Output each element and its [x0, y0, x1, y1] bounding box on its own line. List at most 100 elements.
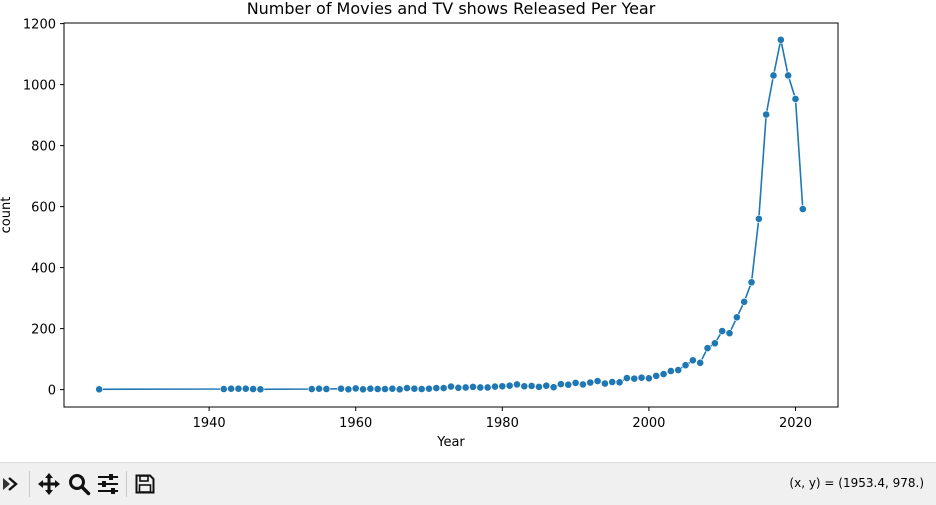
data-point: [644, 374, 653, 383]
data-point: [637, 373, 646, 382]
data-point: [461, 383, 470, 392]
data-point: [579, 380, 587, 389]
x-tick-label: 1940: [193, 416, 226, 431]
data-point: [608, 378, 617, 386]
data-point: [381, 385, 389, 393]
data-point: [476, 383, 485, 392]
x-tick-label: 2000: [632, 416, 665, 431]
data-point: [417, 385, 426, 393]
data-point: [674, 366, 683, 374]
data-point: [513, 380, 521, 389]
data-point: [469, 382, 477, 391]
data-point: [366, 384, 375, 393]
data-point: [425, 384, 433, 393]
data-point: [718, 327, 727, 335]
data-point: [337, 384, 345, 393]
data-point: [542, 381, 551, 390]
data-point: [315, 384, 323, 393]
data-point: [696, 358, 705, 367]
data-point: [666, 367, 675, 375]
save-icon: [135, 474, 155, 494]
data-point: [571, 379, 580, 387]
data-point: [454, 383, 463, 392]
data-point: [652, 371, 661, 380]
zoom-icon: [69, 474, 91, 496]
data-point: [403, 384, 411, 392]
data-point: [769, 71, 778, 80]
data-point: [784, 71, 793, 80]
data-point: [234, 384, 243, 393]
data-point: [95, 385, 104, 394]
data-point: [359, 385, 367, 394]
data-point: [227, 384, 236, 393]
pan-icon: [38, 473, 60, 495]
chart-title: Number of Movies and TV shows Released P…: [247, 0, 656, 18]
y-tick-label: 1000: [23, 79, 56, 94]
toolbar-separator: [126, 471, 127, 497]
data-point: [732, 313, 741, 322]
data-point: [549, 383, 558, 392]
toolbar-separator: [29, 471, 30, 497]
data-point: [351, 384, 360, 393]
y-axis-label: count: [0, 197, 14, 234]
data-point: [703, 344, 712, 353]
series-line: [99, 39, 804, 391]
data-point: [219, 385, 228, 393]
data-point: [740, 297, 749, 306]
data-point: [447, 382, 455, 391]
data-point: [659, 370, 668, 378]
data-point: [527, 382, 536, 390]
data-point: [762, 110, 771, 119]
data-point: [791, 95, 800, 103]
data-point: [681, 361, 690, 370]
data-point: [688, 356, 697, 365]
data-point: [615, 378, 624, 387]
data-point: [256, 385, 265, 394]
navigation-toolbar: (x, y) = (1953.4, 978.): [0, 462, 936, 505]
data-point: [630, 374, 639, 383]
chart-svg: 1940 1960 1980 2000 2020 0 200 400 600 800 1000 120…: [0, 0, 839, 450]
data-point: [483, 383, 492, 392]
x-tick-label: 2020: [779, 416, 812, 431]
data-point: [557, 380, 565, 389]
data-point: [776, 35, 785, 44]
pan-button[interactable]: [35, 469, 63, 499]
axes-frame: [63, 22, 839, 408]
y-tick-label: 400: [31, 262, 56, 277]
configure-button[interactable]: [94, 469, 122, 499]
data-point: [373, 385, 382, 393]
data-point: [432, 384, 441, 392]
data-point: [535, 382, 543, 391]
forward-icon: [3, 477, 18, 491]
data-point: [388, 384, 397, 393]
chart-area: 1940 1960 1980 2000 2020 0 200 400 600 800 1000 120…: [0, 0, 839, 450]
y-tick-label: 200: [31, 323, 56, 338]
data-point: [410, 384, 419, 393]
data-point: [586, 378, 595, 387]
data-point: [249, 385, 258, 393]
data-point: [725, 329, 734, 338]
data-point: [593, 377, 602, 385]
data-point: [601, 379, 609, 388]
y-tick-label: 600: [31, 201, 56, 216]
data-point: [505, 381, 514, 390]
data-point: [747, 278, 756, 287]
data-point: [439, 384, 448, 392]
data-point: [322, 385, 331, 393]
forward-button[interactable]: [0, 469, 24, 499]
zoom-button[interactable]: [65, 469, 93, 499]
data-point: [491, 382, 499, 391]
data-point: [395, 385, 404, 394]
data-point: [520, 382, 529, 391]
data-point: [241, 384, 250, 393]
data-point: [307, 385, 316, 393]
data-point: [798, 205, 807, 213]
save-button[interactable]: [131, 469, 159, 499]
data-point: [710, 339, 719, 348]
data-point: [498, 382, 507, 391]
data-point: [623, 374, 631, 382]
configure-icon: [98, 474, 118, 494]
data-point: [344, 385, 353, 394]
x-axis-label: Year: [436, 435, 465, 450]
x-tick-label: 1960: [339, 416, 372, 431]
